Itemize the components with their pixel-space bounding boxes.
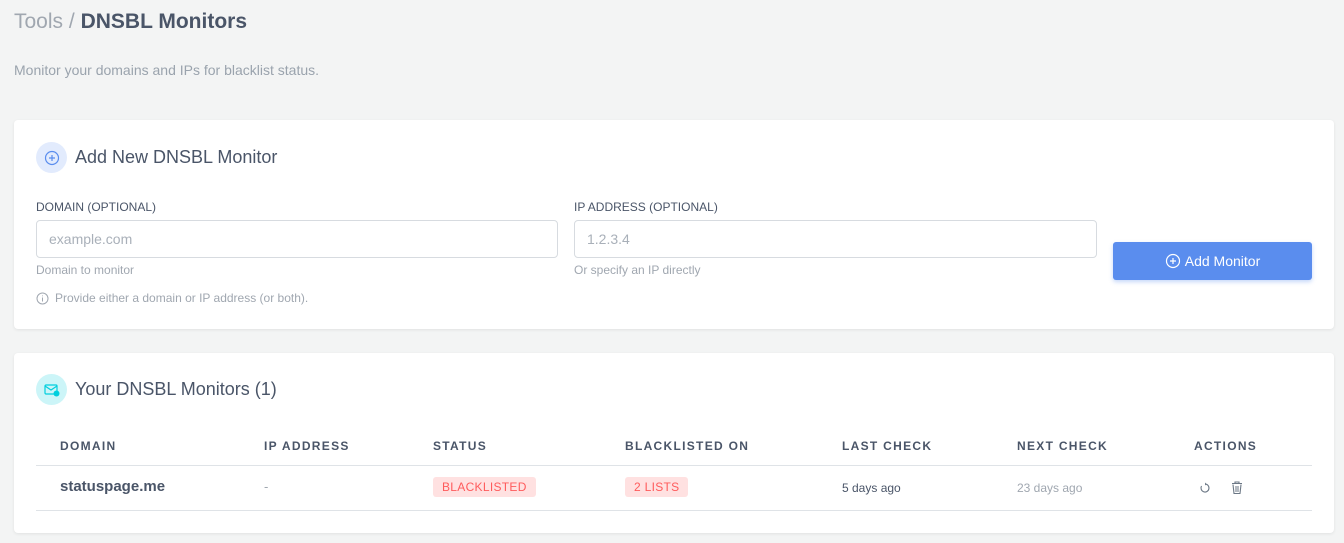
column-header-blacklisted-on: BLACKLISTED ON (625, 439, 750, 453)
monitors-card: Your DNSBL Monitors (1) DOMAIN IP ADDRES… (14, 353, 1334, 533)
refresh-icon[interactable] (1199, 482, 1211, 494)
ip-input[interactable] (574, 220, 1097, 258)
column-header-status: STATUS (433, 439, 488, 453)
row-last-check: 5 days ago (842, 481, 901, 495)
card-header: Your DNSBL Monitors (1) (36, 374, 277, 405)
column-header-last-check: LAST CHECK (842, 439, 933, 453)
header-divider (36, 465, 1312, 466)
plus-circle-icon (1165, 253, 1180, 269)
domain-label: DOMAIN (OPTIONAL) (36, 200, 157, 214)
blacklisted-count-badge[interactable]: 2 LISTS (625, 477, 689, 497)
row-domain: statuspage.me (60, 478, 166, 495)
page-subtitle: Monitor your domains and IPs for blackli… (14, 62, 320, 78)
card-title: Add New DNSBL Monitor (75, 147, 278, 167)
ip-help: Or specify an IP directly (574, 263, 701, 277)
status-badge: BLACKLISTED (433, 477, 536, 497)
column-header-domain: DOMAIN (60, 439, 117, 453)
button-label: Add Monitor (1184, 253, 1261, 269)
column-header-next-check: NEXT CHECK (1017, 439, 1109, 453)
row-divider (36, 510, 1312, 511)
plus-circle-icon (36, 142, 67, 173)
domain-input[interactable] (36, 220, 558, 258)
trash-icon[interactable] (1231, 481, 1243, 494)
page-title: DNSBL Monitors (80, 10, 248, 33)
mail-alert-icon (36, 374, 67, 405)
column-header-actions: ACTIONS (1194, 439, 1258, 453)
ip-label: IP ADDRESS (OPTIONAL) (574, 200, 718, 214)
add-monitor-button[interactable]: Add Monitor (1113, 242, 1312, 280)
row-next-check: 23 days ago (1017, 481, 1083, 495)
card-header: Add New DNSBL Monitor (36, 142, 277, 173)
card-title: Your DNSBL Monitors (1) (75, 379, 277, 399)
note-text: Provide either a domain or IP address (o… (55, 291, 309, 305)
breadcrumb: Tools / DNSBL Monitors (14, 10, 247, 34)
info-icon (36, 292, 49, 304)
column-header-ip: IP ADDRESS (264, 439, 350, 453)
breadcrumb-parent[interactable]: Tools (14, 10, 64, 33)
row-ip: - (264, 479, 269, 494)
add-monitor-card: Add New DNSBL Monitor DOMAIN (OPTIONAL) … (14, 120, 1334, 329)
breadcrumb-separator: / (68, 10, 75, 33)
domain-help: Domain to monitor (36, 263, 135, 277)
form-note: Provide either a domain or IP address (o… (36, 291, 308, 305)
